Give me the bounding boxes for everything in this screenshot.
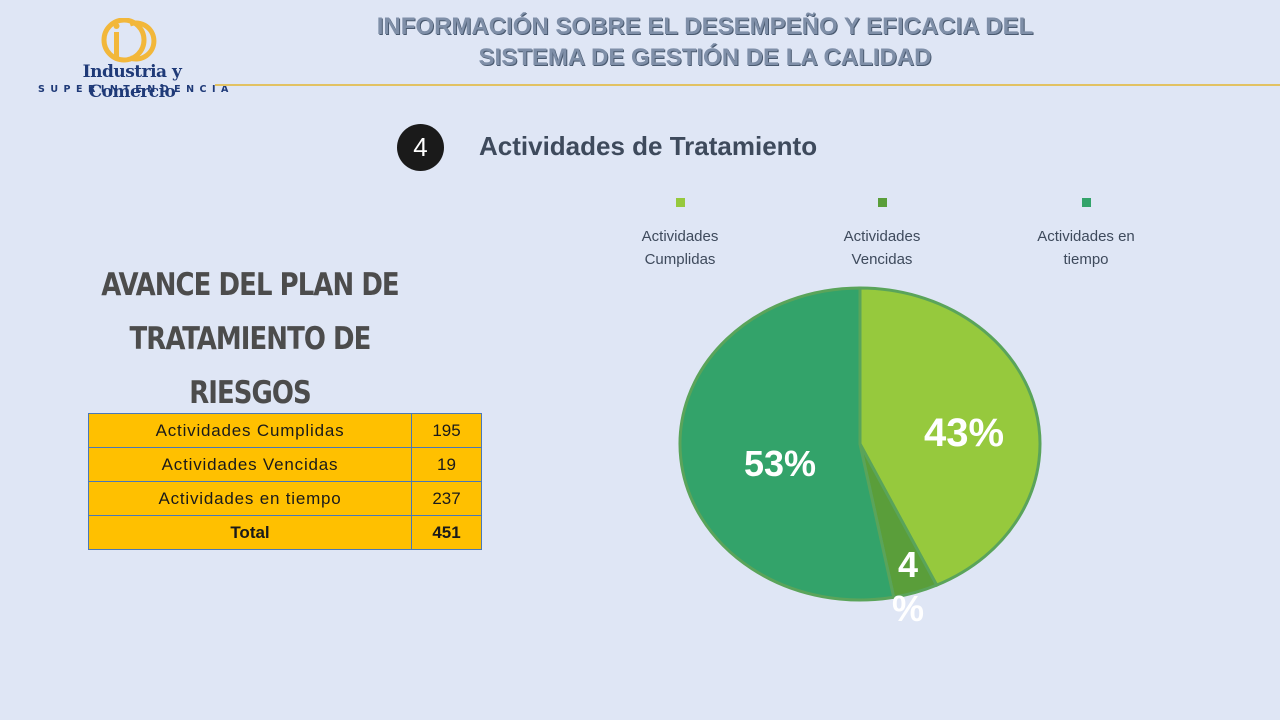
header-divider (215, 84, 1280, 86)
legend-swatch (675, 198, 685, 207)
page-title-line1: INFORMACIÓN SOBRE EL DESEMPEÑO Y EFICACI… (376, 13, 1034, 40)
row-value: 19 (411, 447, 482, 482)
total-label: Total (88, 515, 412, 550)
total-value: 451 (411, 515, 482, 550)
page-title: INFORMACIÓN SOBRE EL DESEMPEÑO Y EFICACI… (280, 11, 1130, 73)
table-row: Actividades en tiempo 237 (88, 481, 482, 516)
slice-label: 53% (744, 443, 816, 484)
legend-label-line2: Cumplidas (644, 251, 716, 268)
table-row: Actividades Cumplidas 195 (88, 413, 482, 448)
legend-label-line1: Actividades (641, 228, 719, 245)
legend-swatch (877, 198, 887, 207)
legend-item-vencidas: Actividades Vencidas (782, 192, 982, 271)
slice-label: 4% (892, 544, 924, 629)
row-label: Actividades en tiempo (88, 481, 412, 516)
sic-logo-mark (101, 18, 157, 63)
logo: Industria y Comercio SUPERINTENDENCIA (36, 18, 234, 102)
legend-label-line1: Actividades en (1037, 228, 1135, 245)
legend-label: Actividades Cumplidas (580, 225, 780, 271)
plan-title-line1: Avance del plan de (101, 267, 399, 303)
legend-label: Actividades Vencidas (782, 225, 982, 271)
legend-item-en-tiempo: Actividades en tiempo (986, 192, 1186, 271)
legend-label-line1: Actividades (843, 228, 921, 245)
pie-slice (858, 286, 1042, 588)
org-subtitle: SUPERINTENDENCIA (38, 84, 234, 95)
page-title-line2: SISTEMA DE GESTIÓN DE LA CALIDAD (478, 44, 932, 71)
legend-item-cumplidas: Actividades Cumplidas (580, 192, 780, 271)
legend-label: Actividades en tiempo (986, 225, 1186, 271)
section-title: Actividades de Tratamiento (479, 131, 818, 161)
section-number-badge: 4 (397, 124, 444, 171)
activities-table: Actividades Cumplidas 195 Actividades Ve… (88, 413, 482, 550)
pie-slice (678, 286, 896, 602)
table-total-row: Total 451 (88, 515, 482, 550)
row-label: Actividades Cumplidas (88, 413, 412, 448)
legend-label-line2: tiempo (1063, 251, 1109, 268)
plan-title: Avance del plan de tratamiento de riesgo… (73, 258, 426, 420)
legend-swatch (1081, 198, 1091, 207)
plan-title-line2: tratamiento de riesgos (129, 321, 372, 411)
legend-label-line2: Vencidas (851, 251, 913, 268)
slice-label: 43% (924, 411, 1004, 455)
org-name: Industria y Comercio (82, 62, 182, 102)
